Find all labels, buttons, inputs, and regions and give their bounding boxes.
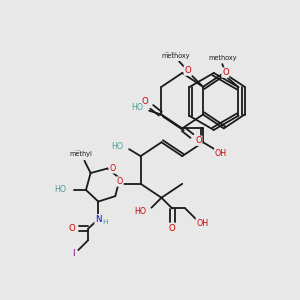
Text: O: O	[142, 97, 149, 106]
Text: N: N	[95, 215, 102, 224]
Text: OH: OH	[196, 219, 208, 228]
Text: OCH₃: OCH₃	[164, 52, 184, 61]
Text: HO: HO	[131, 103, 143, 112]
Text: O: O	[222, 68, 229, 77]
Text: methoxy: methoxy	[161, 53, 190, 59]
Text: I: I	[72, 249, 75, 258]
Text: CH₃: CH₃	[73, 150, 88, 159]
Text: HO: HO	[134, 207, 146, 216]
Text: O: O	[69, 224, 76, 233]
Text: O: O	[109, 164, 115, 173]
Text: OH: OH	[215, 148, 227, 158]
Text: HO: HO	[54, 185, 66, 194]
Text: O: O	[169, 224, 175, 233]
Text: methoxy: methoxy	[208, 55, 237, 61]
Text: methyl: methyl	[69, 151, 92, 157]
Text: O: O	[117, 177, 123, 186]
Text: HO: HO	[111, 142, 123, 151]
Text: H: H	[103, 219, 108, 225]
Text: O: O	[184, 66, 191, 75]
Text: O: O	[195, 136, 202, 145]
